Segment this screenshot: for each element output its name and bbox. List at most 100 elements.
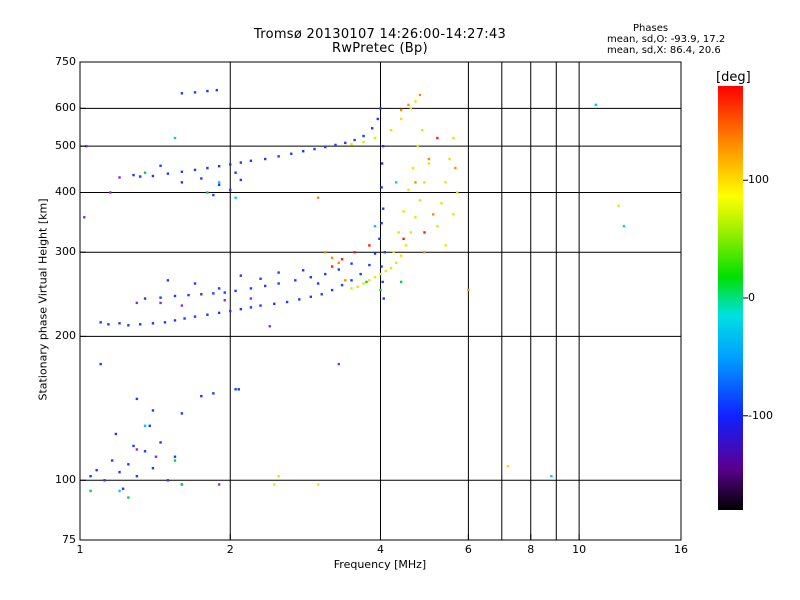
echo-point — [411, 166, 415, 170]
echo-point — [229, 188, 232, 192]
echo-point — [379, 288, 382, 292]
echo-point — [298, 298, 301, 301]
echo-point — [381, 144, 385, 148]
echo-point — [344, 141, 347, 145]
echo-point — [239, 178, 243, 182]
echo-point — [200, 293, 203, 296]
echo-point — [330, 288, 334, 292]
echo-point — [89, 489, 92, 493]
echo-point — [212, 392, 215, 395]
echo-point — [118, 176, 121, 179]
echo-point — [206, 89, 209, 93]
echo-point — [290, 152, 293, 155]
echo-point — [444, 244, 447, 247]
echo-point — [418, 93, 422, 97]
echo-point — [166, 279, 170, 282]
echo-point — [440, 201, 443, 205]
grid-lines — [80, 62, 681, 540]
echo-point — [368, 263, 371, 267]
echo-point — [173, 455, 177, 458]
echo-point — [118, 489, 121, 493]
echo-point — [380, 222, 383, 225]
echo-point — [431, 213, 435, 216]
echo-point — [313, 147, 316, 151]
echo-point — [353, 138, 356, 142]
echo-point — [414, 100, 417, 103]
echo-point — [193, 168, 197, 172]
echo-point — [180, 181, 184, 184]
echo-point — [180, 483, 184, 486]
y-tick-label: 600 — [55, 101, 76, 115]
echo-point — [416, 144, 419, 148]
echo-point — [359, 272, 362, 276]
echo-point — [324, 145, 327, 149]
colorbar-tick-label: 100 — [748, 173, 769, 187]
y-tick-label: 750 — [55, 55, 76, 68]
echo-point — [237, 388, 240, 391]
echo-point — [148, 424, 152, 428]
x-tick-label: 16 — [674, 543, 688, 556]
echo-point — [356, 285, 359, 288]
echo-point — [223, 291, 226, 294]
echo-point — [399, 108, 403, 112]
echo-point — [234, 388, 237, 391]
echo-point — [127, 496, 130, 499]
echo-point — [206, 191, 209, 194]
echo-point — [249, 159, 253, 162]
echo-point — [212, 292, 215, 295]
echo-point — [239, 274, 243, 277]
echo-point — [183, 317, 186, 320]
echo-point — [373, 252, 377, 255]
echo-point — [309, 295, 312, 299]
echo-point — [259, 277, 262, 280]
echo-point — [239, 307, 243, 311]
y-axis-label: Stationary phase Virtual Height [km] — [36, 198, 50, 401]
echo-point — [407, 103, 410, 107]
echo-point — [132, 444, 135, 448]
echo-point — [135, 474, 139, 478]
echo-point — [423, 231, 426, 234]
echo-point — [324, 272, 327, 276]
echo-point — [99, 362, 102, 366]
echo-point — [249, 306, 253, 309]
echo-point — [264, 284, 267, 288]
echo-point — [249, 287, 253, 290]
echo-point — [89, 474, 92, 478]
echo-point — [193, 282, 197, 285]
echo-point — [118, 322, 121, 325]
colorbar-tick-label: -100 — [748, 408, 773, 422]
x-tick-label: 4 — [377, 543, 384, 556]
colorbar-ticks — [743, 179, 748, 417]
echo-point — [166, 172, 170, 175]
echo-point — [399, 254, 403, 257]
echo-point — [427, 157, 431, 161]
echo-point — [467, 288, 470, 292]
echo-point — [143, 297, 147, 300]
echo-point — [217, 483, 221, 486]
echo-point — [166, 479, 170, 482]
echo-point — [159, 296, 162, 299]
echo-point — [379, 107, 382, 110]
echo-point — [316, 196, 320, 199]
echo-point — [103, 479, 106, 482]
echo-point — [301, 269, 305, 272]
echo-point — [337, 362, 341, 366]
echo-point — [83, 216, 86, 219]
echo-point — [350, 287, 353, 290]
echo-point — [320, 293, 323, 296]
echo-point — [371, 127, 374, 130]
echo-point — [180, 92, 184, 95]
echo-point — [217, 165, 221, 168]
echo-point — [206, 166, 209, 170]
echo-point — [217, 181, 221, 184]
echo-point — [418, 199, 422, 202]
echo-point — [423, 251, 426, 254]
echo-point — [353, 251, 356, 254]
echo-point — [173, 319, 177, 322]
y-tick-label: 300 — [55, 245, 76, 259]
echo-point — [362, 282, 365, 285]
echo-point — [436, 225, 439, 228]
echo-point — [350, 279, 353, 282]
echo-point — [365, 280, 368, 284]
